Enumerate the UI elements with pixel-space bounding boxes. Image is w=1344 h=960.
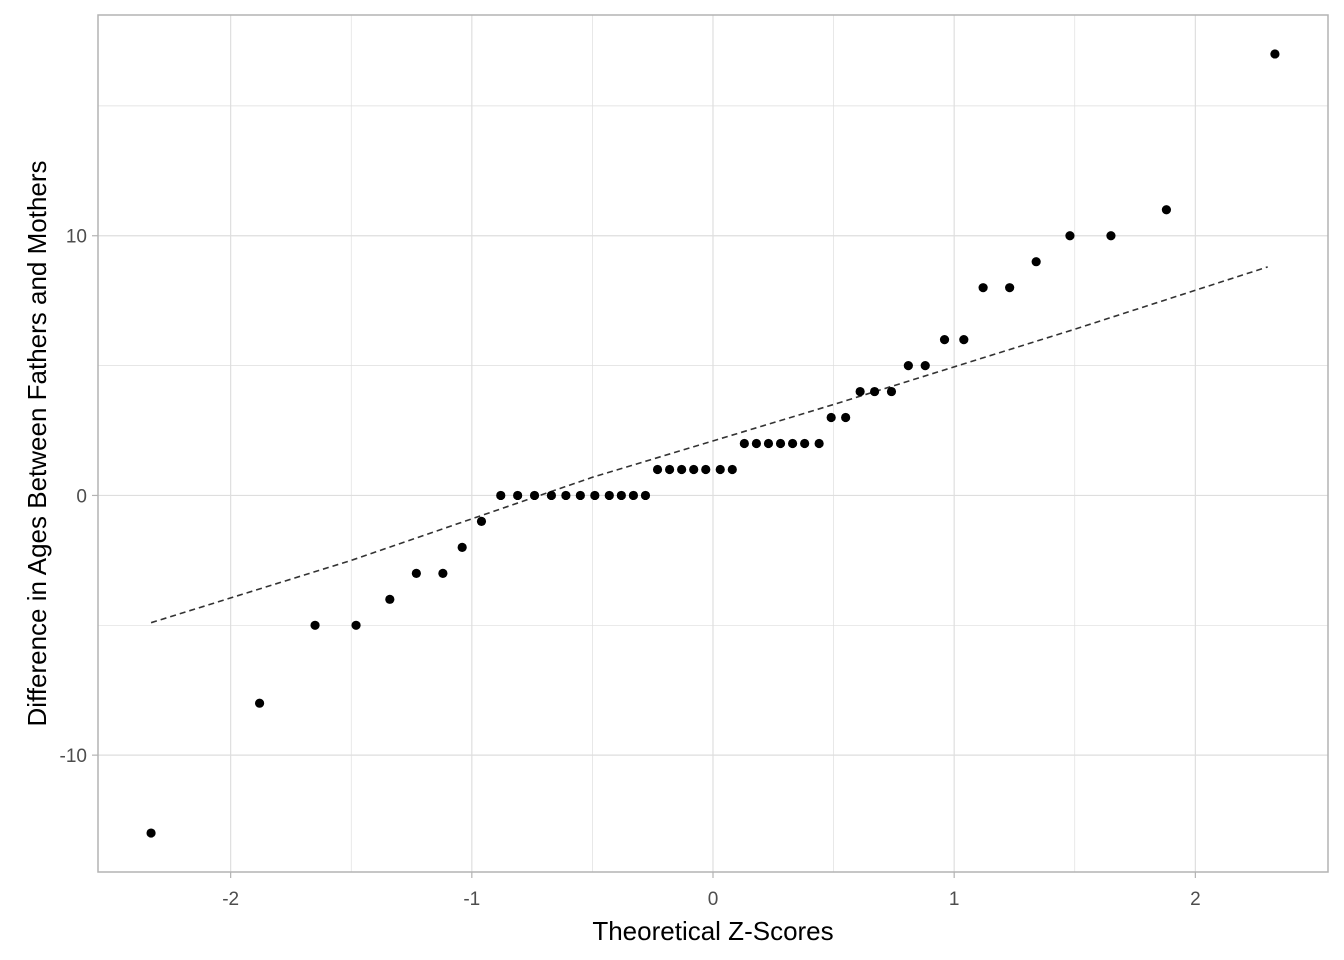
data-point xyxy=(855,386,865,397)
data-point xyxy=(575,490,585,501)
x-tick-label: -2 xyxy=(222,889,239,910)
reference-line xyxy=(150,266,1268,624)
data-point xyxy=(628,490,639,501)
data-point xyxy=(787,438,798,449)
data-point xyxy=(775,438,786,449)
data-point xyxy=(841,412,851,423)
data-point xyxy=(689,464,699,475)
x-axis-title: Theoretical Z-Scores xyxy=(592,916,833,946)
data-point xyxy=(254,698,265,708)
data-point xyxy=(715,464,725,475)
data-point xyxy=(640,490,651,501)
data-point xyxy=(978,283,988,293)
x-tick-label: 0 xyxy=(708,889,719,910)
y-tick-label: 0 xyxy=(76,486,87,507)
data-point xyxy=(1031,257,1041,267)
x-tick-label: 1 xyxy=(949,889,960,910)
data-point xyxy=(903,360,913,371)
data-point xyxy=(652,464,663,475)
data-point xyxy=(677,464,687,475)
data-point xyxy=(146,828,156,838)
data-point xyxy=(1106,231,1116,241)
data-point xyxy=(476,516,487,527)
data-point xyxy=(869,386,880,397)
data-point xyxy=(739,438,749,449)
data-point xyxy=(457,542,467,552)
data-point xyxy=(438,568,448,578)
data-point xyxy=(1270,49,1280,59)
data-point xyxy=(959,335,969,345)
data-point xyxy=(826,412,836,423)
data-point xyxy=(1005,283,1015,293)
data-point xyxy=(939,335,950,345)
data-point xyxy=(763,438,774,449)
data-point xyxy=(664,464,675,475)
data-point xyxy=(701,464,711,475)
y-tick-label: 10 xyxy=(66,227,87,248)
data-point xyxy=(411,568,421,578)
data-point xyxy=(727,464,737,475)
data-point xyxy=(886,386,897,397)
data-point xyxy=(351,620,361,630)
data-point xyxy=(1065,231,1075,241)
data-point xyxy=(310,620,320,630)
data-point xyxy=(496,490,506,501)
data-point xyxy=(814,438,824,449)
y-tick-label: -10 xyxy=(60,746,87,767)
x-axis-ticks: -2 -1 0 1 2 xyxy=(222,872,1201,910)
data-point xyxy=(513,490,523,501)
y-axis-title: Difference in Ages Between Fathers and M… xyxy=(22,160,52,726)
data-point xyxy=(800,438,810,449)
data-point xyxy=(385,594,395,604)
data-point xyxy=(590,490,600,501)
data-point xyxy=(546,490,557,501)
grid-lines xyxy=(98,15,1328,872)
data-point xyxy=(616,490,626,501)
x-tick-label: -1 xyxy=(463,889,480,910)
data-point xyxy=(561,490,571,501)
y-axis-ticks: -10 0 10 xyxy=(60,227,98,767)
data-point xyxy=(529,490,540,501)
data-point xyxy=(751,438,762,449)
data-point xyxy=(604,490,614,501)
data-point xyxy=(1161,205,1172,215)
data-point xyxy=(920,360,930,371)
data-points xyxy=(146,49,1280,838)
x-tick-label: 2 xyxy=(1190,889,1201,910)
